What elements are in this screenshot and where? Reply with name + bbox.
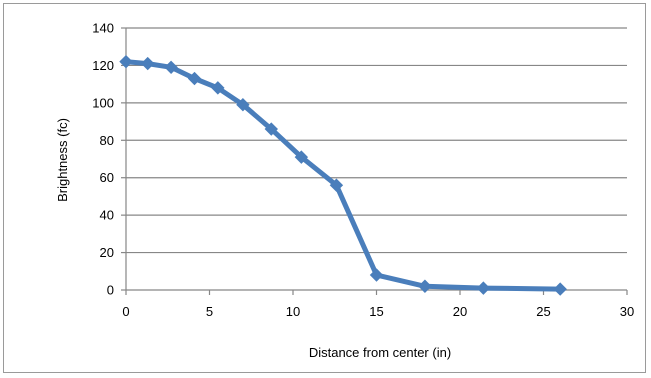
tick-labels: 0 20 40 60 80 100 120 140 0 5 10 15 20 25 30 — [92, 21, 634, 320]
x-tick-label-10: 10 — [286, 304, 300, 319]
x-tick-label-20: 20 — [453, 304, 467, 319]
series-group — [119, 54, 567, 296]
data-point-2 — [164, 60, 178, 75]
y-tick-label-80: 80 — [100, 133, 114, 148]
y-tick-label-100: 100 — [92, 95, 114, 110]
data-point-7 — [294, 150, 309, 164]
x-tick-label-5: 5 — [206, 304, 213, 319]
axes — [121, 27, 628, 295]
x-tick-label-0: 0 — [122, 304, 129, 319]
data-point-3 — [187, 71, 202, 86]
y-tick-label-20: 20 — [100, 245, 114, 260]
y-tick-label-120: 120 — [92, 58, 114, 73]
x-axis-title: Distance from center (in) — [309, 345, 451, 360]
y-tick-label-60: 60 — [100, 170, 114, 185]
y-tick-label-40: 40 — [100, 208, 114, 223]
data-point-0 — [119, 54, 133, 69]
data-point-10 — [418, 279, 432, 293]
y-tick-label-140: 140 — [92, 21, 114, 36]
series-line-0 — [123, 59, 563, 292]
y-axis-title: Brightness (fc) — [55, 118, 70, 202]
data-point-9 — [369, 268, 384, 282]
chart-frame — [3, 3, 646, 373]
x-tick-label-15: 15 — [369, 304, 383, 319]
data-point-11 — [476, 281, 491, 295]
y-tick-label-0: 0 — [107, 283, 114, 298]
x-tick-label-25: 25 — [536, 304, 550, 319]
data-point-12 — [553, 282, 567, 296]
data-point-6 — [264, 122, 278, 136]
x-tick-label-30: 30 — [620, 304, 634, 319]
data-point-5 — [236, 98, 250, 112]
data-point-4 — [211, 81, 225, 95]
data-point-1 — [141, 56, 155, 71]
data-point-8 — [329, 178, 344, 192]
gridlines — [126, 27, 627, 254]
